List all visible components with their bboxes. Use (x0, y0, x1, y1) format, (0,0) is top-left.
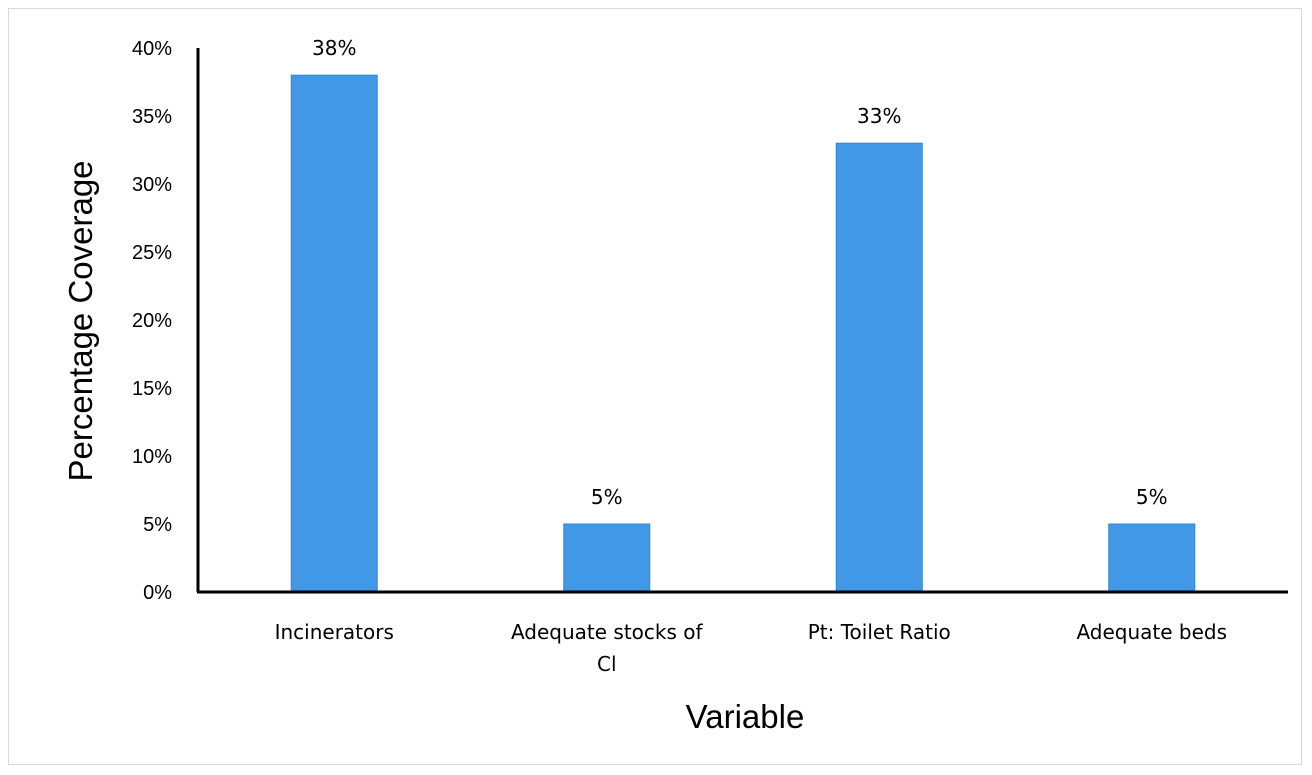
data-label-1: 5% (591, 485, 623, 509)
y-tick-labels: 0% 5% 10% 15% 20% 25% 30% 35% 40% (132, 38, 172, 604)
y-tick-label-7: 35% (132, 106, 172, 128)
x-axis-title: Variable (686, 698, 805, 735)
data-label-3: 5% (1136, 485, 1168, 509)
category-label-3: Adequate beds (1076, 620, 1227, 644)
y-tick-label-2: 10% (132, 446, 172, 468)
category-label-2: Pt: Toilet Ratio (808, 620, 951, 644)
y-tick-label-3: 15% (132, 378, 172, 400)
category-label-1-line-0: Adequate stocks of (511, 620, 704, 644)
bar-0 (290, 74, 378, 593)
y-axis-title: Percentage Coverage (62, 160, 99, 481)
y-tick-label-6: 30% (132, 174, 172, 196)
category-label-0: Incinerators (275, 620, 394, 644)
chart-frame (8, 8, 1302, 765)
data-label-0: 38% (312, 36, 356, 60)
y-tick-label-1: 5% (143, 514, 172, 536)
y-tick-label-8: 40% (132, 38, 172, 60)
bar-2 (835, 142, 923, 593)
y-tick-label-0: 0% (143, 582, 172, 604)
data-labels: 38% 5% 33% 5% (312, 36, 1168, 509)
y-tick-label-5: 25% (132, 242, 172, 264)
bars-layer (290, 74, 1196, 593)
category-label-1-line-1: Cl (597, 652, 617, 676)
y-tick-label-4: 20% (132, 310, 172, 332)
bar-1 (563, 523, 651, 593)
x-category-labels: Incinerators Adequate stocks of Cl Pt: Toil… (275, 620, 1227, 676)
data-label-2: 33% (857, 104, 901, 128)
bar-3 (1108, 523, 1196, 593)
